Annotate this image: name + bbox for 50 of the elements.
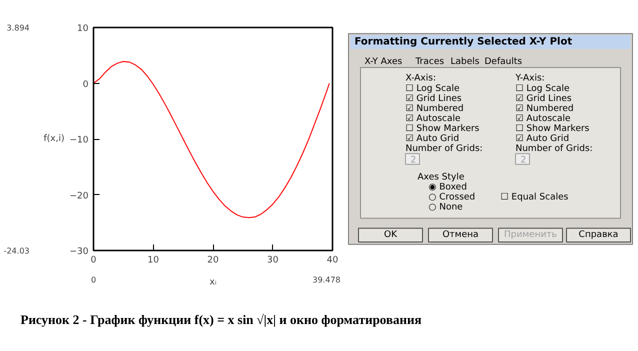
- y-tick-label: 10: [77, 24, 89, 34]
- text: ☑ Numbered: [406, 104, 464, 114]
- y-tick-label: −20: [70, 191, 89, 202]
- text: 39.478: [312, 276, 341, 284]
- text: ☑ Numbered: [516, 104, 574, 114]
- text: X-Y Axes: [364, 57, 402, 68]
- text: Рисунок 2 - График функции f(x) = x sin √|x| и окно форматирования: [20, 312, 422, 327]
- text: -24.03: [4, 246, 30, 256]
- text: ○ Crossed: [428, 192, 476, 202]
- x-tick-label: 0: [90, 256, 97, 266]
- y-tick-label: −30: [70, 247, 89, 257]
- text: ☐ Show Markers: [516, 124, 590, 134]
- text: ☐ Equal Scales: [500, 192, 569, 202]
- text: ◉ Boxed: [428, 182, 467, 192]
- text: ☑ Autoscale: [406, 114, 461, 124]
- text: Применить: [504, 230, 557, 240]
- text: Number of Grids:: [406, 144, 483, 154]
- text: 2: [520, 155, 526, 166]
- x-tick-label: 30: [267, 256, 279, 266]
- text: ○ None: [428, 202, 464, 212]
- text: Отмена: [442, 230, 479, 240]
- text: ☐ Show Markers: [406, 124, 480, 134]
- text: ☑ Autoscale: [516, 114, 571, 124]
- text: Number of Grids:: [516, 144, 593, 154]
- x-tick-label: 40: [326, 256, 338, 266]
- text: Axes Style: [418, 172, 465, 182]
- text: Labels: [450, 57, 480, 68]
- x-axis-title: xᵢ: [210, 278, 217, 288]
- text: ☐ Log Scale: [516, 84, 570, 94]
- text: ☑ Grid Lines: [516, 94, 572, 104]
- text: 0: [90, 276, 96, 284]
- text: Defaults: [484, 57, 522, 68]
- x-tick-label: 20: [207, 256, 219, 266]
- text: Formatting Currently Selected X-Y Plot: [354, 36, 572, 48]
- text: 3.894: [6, 24, 30, 32]
- y-tick-label: 0: [82, 80, 89, 90]
- y-axis-title: f(x,i): [44, 134, 65, 144]
- text: ☑ Auto Grid: [516, 134, 570, 144]
- text: ☐ Log Scale: [406, 84, 460, 94]
- text: OK: [384, 230, 398, 240]
- x-tick-label: 10: [148, 256, 160, 266]
- y-tick-label: −10: [70, 136, 89, 146]
- text: ☑ Auto Grid: [406, 134, 460, 144]
- text: Y-Axis:: [514, 73, 545, 84]
- line-series: [94, 61, 330, 218]
- text: Справка: [578, 230, 618, 240]
- text: ☑ Grid Lines: [406, 94, 462, 104]
- text: Traces: [414, 57, 444, 68]
- text: X-Axis:: [406, 73, 436, 84]
- text: 2: [410, 155, 416, 166]
